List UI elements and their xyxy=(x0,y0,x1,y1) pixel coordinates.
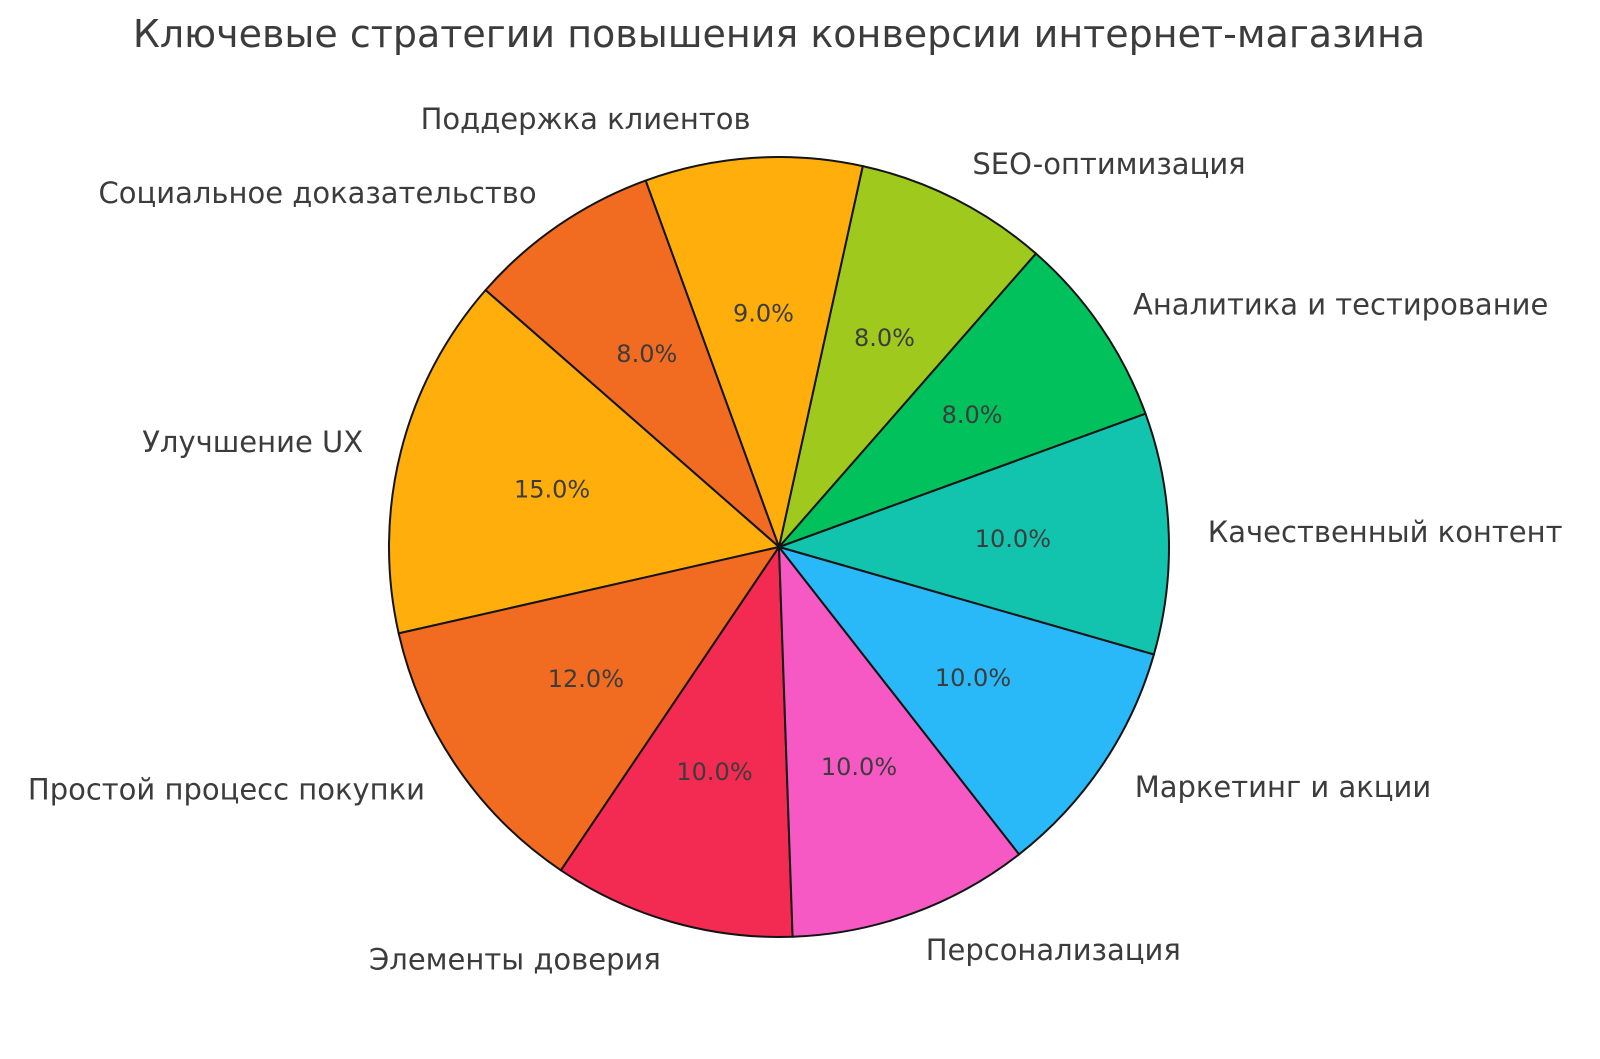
slice-label-3: Поддержка клиентов xyxy=(421,102,751,136)
slice-percent-1: 8.0% xyxy=(942,401,1003,429)
pie-slice-9 xyxy=(778,546,1155,856)
pie-slice-3 xyxy=(644,156,864,548)
slice-label-1: Аналитика и тестирование xyxy=(1133,288,1548,322)
slice-percent-2: 8.0% xyxy=(854,324,915,352)
slice-label-6: Простой процесс покупки xyxy=(28,772,425,806)
slice-percent-0: 10.0% xyxy=(975,525,1051,553)
slice-label-2: SEO-оптимизация xyxy=(972,147,1245,181)
pie-slice-6 xyxy=(397,546,780,872)
slice-label-8: Персонализация xyxy=(926,933,1181,967)
slice-label-5: Улучшение UX xyxy=(142,425,363,459)
chart-title: Ключевые стратегии повышения конверсии и… xyxy=(132,12,1426,56)
slice-percent-5: 15.0% xyxy=(514,476,590,504)
pie-slice-7 xyxy=(559,546,794,938)
pie-slice-0 xyxy=(778,412,1170,656)
slice-percent-6: 12.0% xyxy=(548,665,624,693)
slice-percent-8: 10.0% xyxy=(821,753,897,781)
pie-slice-1 xyxy=(778,252,1147,548)
slice-label-0: Качественный контент xyxy=(1208,515,1563,549)
slice-label-4: Социальное доказательство xyxy=(99,176,537,210)
pie-slice-5 xyxy=(388,289,780,635)
slice-percent-9: 10.0% xyxy=(935,664,1011,692)
slice-label-7: Элементы доверия xyxy=(369,942,661,976)
slice-percent-7: 10.0% xyxy=(676,758,752,786)
pie-slice-4 xyxy=(484,179,780,548)
pie-slice-8 xyxy=(778,546,1021,938)
slice-label-9: Маркетинг и акции xyxy=(1135,770,1432,804)
slice-percent-3: 9.0% xyxy=(733,300,794,328)
pie-slice-2 xyxy=(778,165,1037,548)
slice-percent-4: 8.0% xyxy=(616,340,677,368)
